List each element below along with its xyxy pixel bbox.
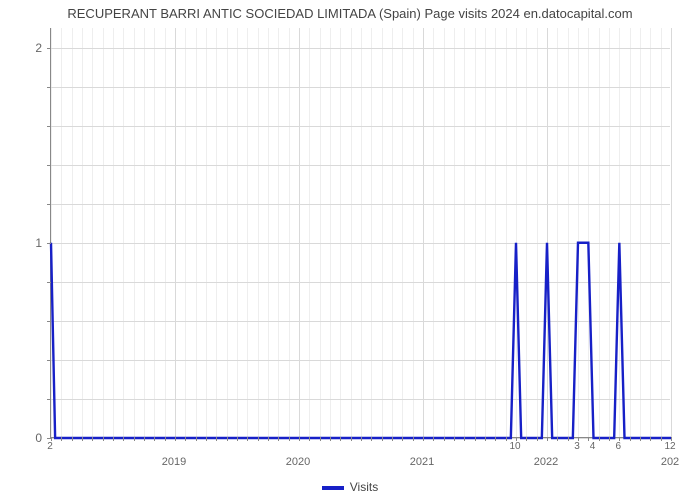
- x-minor-tick: [444, 437, 445, 441]
- x-minor-tick: [144, 437, 145, 441]
- x-minor-tick: [599, 437, 600, 441]
- x-minor-tick: [640, 437, 641, 441]
- x-minor-tick: [103, 437, 104, 441]
- x-minor-tick: [506, 437, 507, 441]
- x-minor-tick: [537, 437, 538, 441]
- x-minor-tick: [196, 437, 197, 441]
- x-extra-label: 6: [616, 441, 622, 452]
- x-minor-tick: [61, 437, 62, 441]
- x-minor-tick: [185, 437, 186, 441]
- x-extra-label: 2: [47, 441, 53, 452]
- x-minor-tick: [661, 437, 662, 441]
- x-tick-label: 2020: [286, 456, 310, 468]
- x-minor-tick: [134, 437, 135, 441]
- chart-title: RECUPERANT BARRI ANTIC SOCIEDAD LIMITADA…: [0, 6, 700, 21]
- x-minor-tick: [278, 437, 279, 441]
- x-tick-label: 2019: [162, 456, 186, 468]
- x-tick-label: 2022: [534, 456, 558, 468]
- y-minor-tick: [47, 165, 51, 166]
- x-minor-tick: [165, 437, 166, 441]
- x-minor-tick: [495, 437, 496, 441]
- x-minor-tick: [206, 437, 207, 441]
- x-minor-tick: [650, 437, 651, 441]
- x-minor-tick: [485, 437, 486, 441]
- x-minor-tick: [609, 437, 610, 441]
- gridline-v-minor: [671, 28, 672, 437]
- x-minor-tick: [320, 437, 321, 441]
- x-extra-label: 4: [590, 441, 596, 452]
- x-minor-tick: [237, 437, 238, 441]
- legend-swatch: [322, 486, 344, 490]
- x-minor-tick: [423, 437, 424, 441]
- x-minor-tick: [82, 437, 83, 441]
- x-minor-tick: [371, 437, 372, 441]
- x-minor-tick: [299, 437, 300, 441]
- x-minor-tick: [92, 437, 93, 441]
- y-tick-label: 1: [22, 236, 42, 250]
- x-minor-tick: [309, 437, 310, 441]
- y-minor-tick: [47, 87, 51, 88]
- x-minor-tick: [72, 437, 73, 441]
- chart-area: 012 2019202020212022202 21034612: [50, 28, 670, 438]
- x-minor-tick: [268, 437, 269, 441]
- x-extra-label: 10: [509, 441, 520, 452]
- x-tick-label: 202: [661, 456, 679, 468]
- plot-region: [50, 28, 670, 438]
- x-minor-tick: [175, 437, 176, 441]
- x-minor-tick: [413, 437, 414, 441]
- x-minor-tick: [330, 437, 331, 441]
- x-extra-label: 3: [574, 441, 580, 452]
- legend: Visits: [0, 480, 700, 494]
- x-minor-tick: [454, 437, 455, 441]
- x-minor-tick: [258, 437, 259, 441]
- y-minor-tick: [47, 204, 51, 205]
- y-minor-tick: [47, 126, 51, 127]
- x-minor-tick: [475, 437, 476, 441]
- y-minor-tick: [47, 282, 51, 283]
- x-minor-tick: [402, 437, 403, 441]
- x-minor-tick: [113, 437, 114, 441]
- x-extra-label: 12: [664, 441, 675, 452]
- y-tick-label: 0: [22, 431, 42, 445]
- legend-label: Visits: [350, 480, 378, 494]
- x-minor-tick: [289, 437, 290, 441]
- x-minor-tick: [247, 437, 248, 441]
- x-minor-tick: [526, 437, 527, 441]
- x-minor-tick: [547, 437, 548, 441]
- x-minor-tick: [216, 437, 217, 441]
- y-minor-tick: [47, 321, 51, 322]
- y-minor-tick: [47, 360, 51, 361]
- y-tick-label: 2: [22, 41, 42, 55]
- line-series: [51, 28, 671, 438]
- x-minor-tick: [123, 437, 124, 441]
- x-minor-tick: [568, 437, 569, 441]
- y-minor-tick: [47, 399, 51, 400]
- y-minor-tick: [47, 243, 51, 244]
- x-minor-tick: [340, 437, 341, 441]
- x-minor-tick: [392, 437, 393, 441]
- x-minor-tick: [433, 437, 434, 441]
- x-minor-tick: [464, 437, 465, 441]
- x-minor-tick: [351, 437, 352, 441]
- x-tick-label: 2021: [410, 456, 434, 468]
- x-minor-tick: [557, 437, 558, 441]
- x-minor-tick: [361, 437, 362, 441]
- visits-line: [51, 243, 671, 438]
- y-minor-tick: [47, 48, 51, 49]
- x-minor-tick: [227, 437, 228, 441]
- x-minor-tick: [382, 437, 383, 441]
- x-minor-tick: [154, 437, 155, 441]
- x-minor-tick: [630, 437, 631, 441]
